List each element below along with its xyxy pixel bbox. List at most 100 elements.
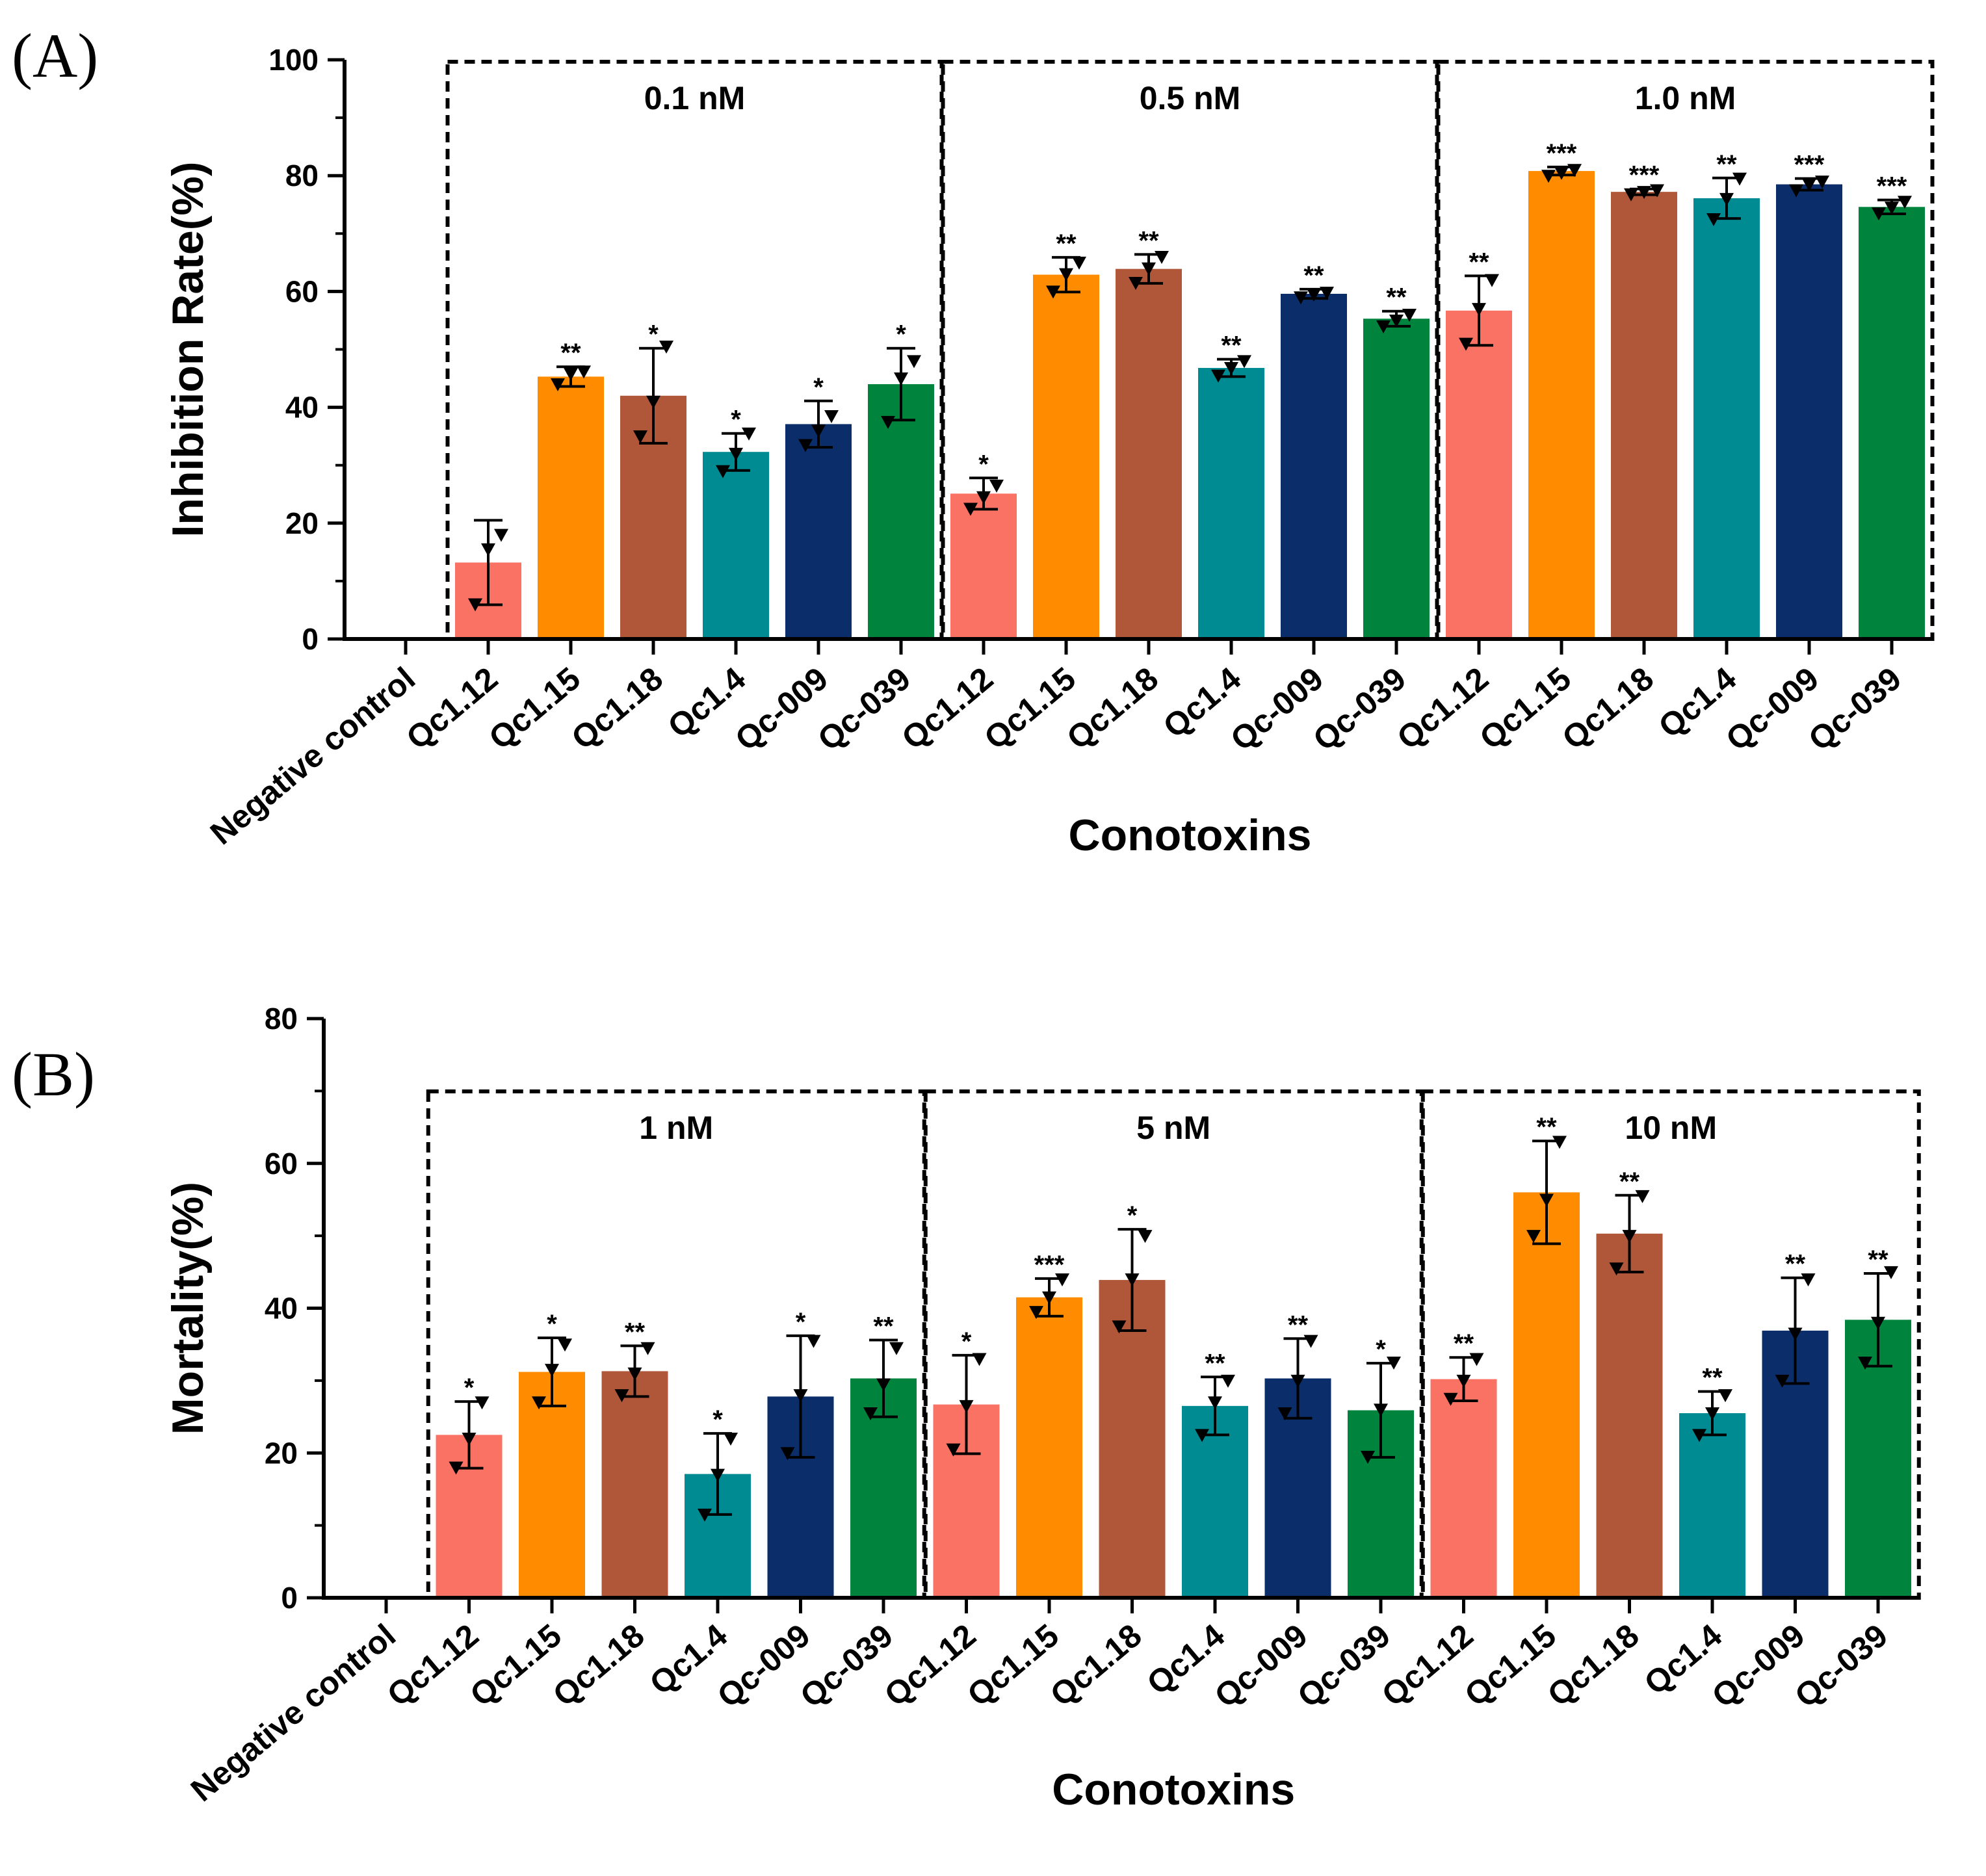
data-point [1872,207,1886,221]
x-tick-label: Qc-009 [1223,660,1330,758]
x-tick-label: Qc1.18 [1555,660,1660,757]
data-point [1277,1407,1292,1420]
data-point [1801,1273,1816,1286]
bar [950,493,1017,639]
data-point [1294,291,1308,305]
data-point [614,1389,629,1403]
bar [1099,1280,1166,1598]
data-point [946,1443,961,1457]
data-point [481,543,495,556]
significance-label: ** [1536,1113,1557,1141]
data-point [1650,184,1664,198]
group-box [1436,60,1935,641]
bar [785,424,852,639]
data-point [627,1367,642,1381]
x-tick-label: Qc1.18 [1043,1617,1149,1713]
x-tick-label: Qc-039 [1290,1617,1397,1715]
y-tick-label: 60 [285,274,319,308]
y-tick-label: 40 [285,391,319,424]
data-point [1142,262,1156,276]
data-point [798,439,813,452]
data-point [806,1335,821,1348]
x-tick-label: Qc-039 [811,660,917,758]
data-point [1472,303,1486,317]
data-point [1376,320,1391,333]
x-tick-label: Qc1.15 [1472,660,1578,757]
data-point [640,1342,655,1355]
data-point [1705,1407,1719,1420]
panel-label: (A) [12,21,98,90]
bar [1016,1297,1082,1598]
significance-label: * [464,1374,475,1402]
x-tick-label: Qc1.15 [960,1617,1065,1713]
data-point [824,410,839,423]
data-point [1307,288,1321,302]
data-point [633,430,647,444]
data-point [793,1389,808,1403]
bar [1513,1192,1580,1598]
y-tick-label: 20 [265,1436,298,1470]
x-tick-label: Negative control [184,1617,402,1809]
significance-label: ** [1454,1329,1474,1358]
data-point [959,1400,974,1413]
group-box [941,60,1439,641]
data-point [972,1353,987,1366]
significance-label: ** [1221,332,1242,360]
data-point [1320,287,1334,300]
data-point [1443,1392,1458,1406]
significance-label: * [712,1405,723,1434]
significance-label: ** [1868,1245,1888,1274]
bar [1116,268,1182,639]
x-tick-label: Qc1.12 [1390,660,1495,757]
x-tick-label: Qc1.12 [895,660,1000,757]
panel-label: (B) [12,1039,95,1109]
significance-label: *** [1877,172,1907,201]
x-tick-label: Qc1.15 [977,660,1082,757]
data-point [1718,1389,1732,1403]
data-point [1526,1230,1541,1244]
significance-label: ** [1386,283,1407,312]
data-point [1112,1320,1127,1334]
data-point [1789,184,1803,198]
data-point [716,465,730,478]
data-point [577,365,591,379]
significance-label: * [813,373,824,402]
significance-label: *** [1547,139,1577,168]
data-point [1788,1327,1803,1341]
bar [601,1371,668,1598]
data-point [1374,1403,1388,1417]
data-point [1303,1335,1318,1348]
data-point [1541,170,1556,183]
data-point [545,1364,559,1377]
data-point [1072,256,1086,270]
significance-label: *** [1629,161,1660,190]
significance-label: ** [873,1312,894,1341]
data-point [876,1378,891,1392]
y-tick-label: 80 [265,1002,298,1036]
group-label: 1 nM [639,1110,713,1146]
bar [703,452,769,639]
data-point [1567,164,1582,177]
data-point [1637,186,1651,200]
y-tick-label: 80 [285,159,319,192]
data-point [1221,1374,1235,1388]
x-tick-label: Qc1.12 [399,660,504,757]
x-tick-label: Qc-009 [728,660,835,758]
group-label: 0.1 nM [644,80,746,116]
panel-a: (A)********* **************** ** ******0.1 … [12,21,1935,860]
x-tick-label: Qc1.12 [878,1617,983,1713]
data-point [1815,176,1829,189]
x-tick-label: Qc-039 [793,1617,900,1715]
x-tick-label: Qc-009 [1705,1617,1812,1715]
significance-label: * [961,1327,972,1356]
group-box [1420,1089,1921,1600]
x-tick-label: Qc-009 [1208,1617,1314,1715]
significance-label: *** [1034,1251,1065,1279]
y-tick-label: 0 [281,1581,298,1615]
significance-label: ** [1619,1167,1640,1196]
bar [1776,184,1842,639]
x-tick-label: Negative control [203,660,422,852]
data-point [468,598,482,612]
bar [1281,293,1347,639]
panel-b: (B)** **** ************ ********** **1 nM 5 n… [12,1002,1921,1814]
